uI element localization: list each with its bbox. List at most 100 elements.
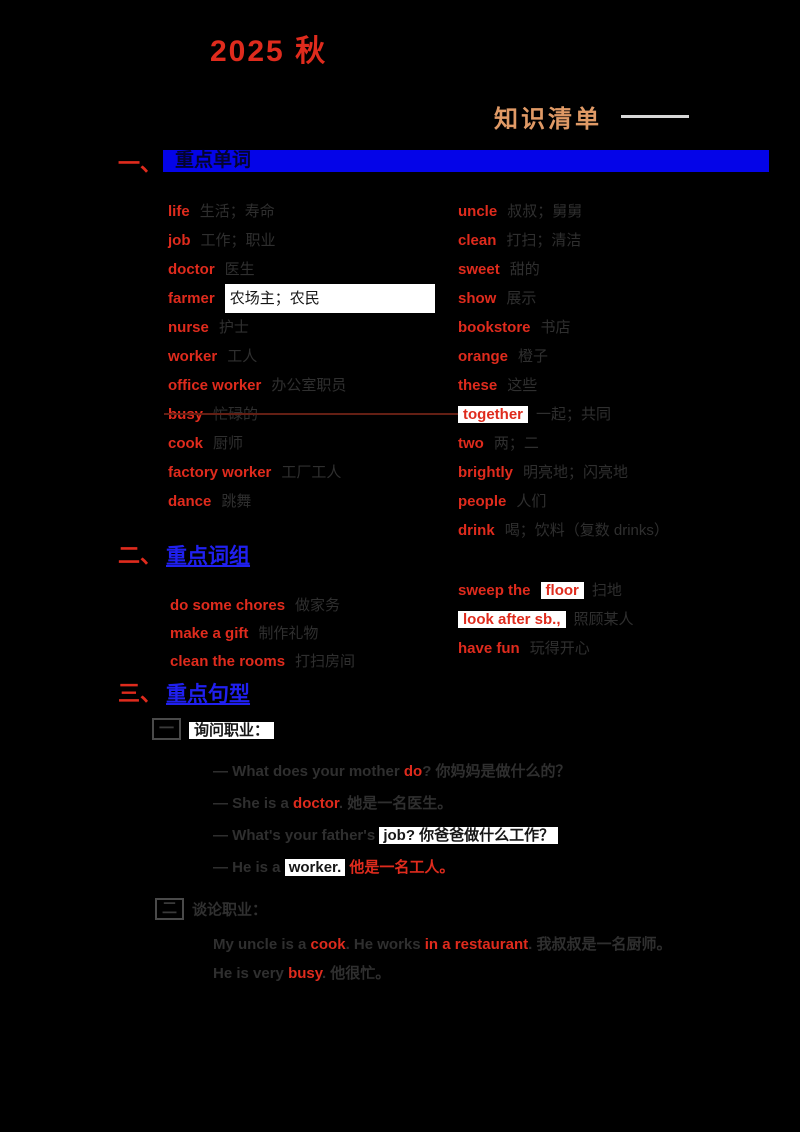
subsection1-header: 一询问职业：	[152, 718, 275, 740]
subsection2-number-box: 二	[155, 898, 185, 920]
vocab-word: two	[458, 435, 484, 452]
phrase-zh: 做家务	[295, 597, 341, 614]
vocab-word: dance	[168, 493, 212, 510]
vocab-column-left: life 生活；寿命 job 工作；职业 doctor 医生 farmer 农场主；农民…	[168, 197, 435, 516]
vocab-item: sweet 甜的	[458, 255, 669, 284]
subtitle-underline	[621, 115, 689, 118]
sentence-segment: . 我叔叔是一名厨师。	[528, 936, 672, 953]
phrase-en: sweep the	[458, 582, 531, 599]
doc-title: 2025 秋	[210, 26, 327, 70]
sentence-segment: . 她是一名医生。	[338, 795, 453, 812]
sentence: — He is a worker. 他是一名工人。	[213, 852, 571, 884]
phrase-column-left: do some chores 做家务 make a gift 制作礼物 clean …	[170, 592, 355, 676]
vocab-item: brightly 明亮地；闪亮地	[458, 458, 669, 487]
vocab-word: these	[458, 377, 498, 394]
sentence-segment-red: do	[403, 763, 423, 780]
sentence-segment-red: busy	[288, 965, 322, 982]
vocab-word: show	[458, 290, 497, 307]
sentence-segment-red: in a restaurant	[424, 936, 529, 953]
vocab-meaning: 喝；饮料（复数 drinks）	[504, 522, 669, 539]
phrase-zh: 制作礼物	[258, 625, 319, 642]
vocab-meaning: 厨师	[213, 435, 244, 452]
vocab-meaning: 医生	[224, 261, 255, 278]
phrase-item: do some chores 做家务	[170, 592, 355, 620]
section3-title: 重点句型	[166, 683, 251, 706]
section1-header-bar: 重点单词	[163, 150, 769, 172]
vocab-item: drink 喝；饮料（复数 drinks）	[458, 516, 669, 545]
vocab-item: life 生活；寿命	[168, 197, 435, 226]
section3-number: 三、	[118, 681, 163, 706]
sentence: — She is a doctor. 她是一名医生。	[213, 788, 571, 820]
sentence-segment-highlighted: job? 你爸爸做什么工作？	[379, 827, 559, 844]
vocab-word: bookstore	[458, 319, 531, 336]
vocab-word: doctor	[168, 261, 215, 278]
vocab-word: clean	[458, 232, 497, 249]
subsection1-number-box: 一	[152, 718, 182, 740]
vocab-word: people	[458, 493, 507, 510]
section3-header: 三、 重点句型	[118, 676, 250, 708]
vocab-meaning: 明亮地；闪亮地	[523, 464, 629, 481]
vocab-meaning: 工作；职业	[200, 232, 276, 249]
vocab-meaning: 一起；共同	[536, 406, 612, 423]
phrase-zh: 扫地	[591, 582, 622, 599]
phrase-en: have fun	[458, 640, 520, 657]
vocab-meaning: 工人	[227, 348, 258, 365]
sentence-segment-red: doctor	[293, 795, 339, 812]
section2-number: 二、	[118, 543, 163, 568]
sentence-segment: ? 你妈妈是做什么的？	[422, 763, 571, 780]
vocab-word: drink	[458, 522, 495, 539]
phrase-item: sweep the floor 扫地	[458, 576, 634, 605]
vocab-item: farmer 农场主；农民	[168, 284, 435, 313]
sentence-segment: — What's your father's	[213, 827, 380, 844]
section1-title: 重点单词	[175, 150, 252, 171]
sentence-segment: My uncle is a	[213, 936, 311, 953]
vocab-item: cook 厨师	[168, 429, 435, 458]
vocab-word: factory worker	[168, 464, 272, 481]
vocab-item: nurse 护士	[168, 313, 435, 342]
divider-line	[164, 413, 458, 415]
vocab-item: clean 打扫；清洁	[458, 226, 669, 255]
vocab-item: two 两；二	[458, 429, 669, 458]
doc-subtitle: 知识清单	[494, 106, 602, 133]
vocab-meaning: 展示	[506, 290, 537, 307]
section2-title: 重点词组	[166, 545, 251, 568]
vocab-word: job	[168, 232, 191, 249]
vocab-item: people 人们	[458, 487, 669, 516]
vocab-meaning: 两；二	[493, 435, 539, 452]
sentence-segment: . 他很忙。	[321, 965, 391, 982]
vocab-item: together 一起；共同	[458, 400, 669, 429]
vocab-word: cook	[168, 435, 204, 452]
vocab-item: factory worker 工厂工人	[168, 458, 435, 487]
vocab-meaning: 跳舞	[221, 493, 252, 510]
sentence-segment: — What does your mother	[213, 763, 404, 780]
sentence: He is very busy. 他很忙。	[213, 959, 671, 988]
vocab-word: sweet	[458, 261, 500, 278]
sentence: — What's your father's job? 你爸爸做什么工作？	[213, 820, 571, 852]
phrase-item: look after sb., 照顾某人	[458, 605, 634, 634]
vocab-meaning: 生活；寿命	[199, 203, 275, 220]
phrase-zh: 打扫房间	[295, 653, 356, 670]
vocab-word-highlighted: together	[458, 406, 528, 423]
subsection2-label: 谈论职业：	[192, 901, 268, 919]
doc-title-year: 2025 秋	[210, 35, 328, 68]
phrase-zh: 照顾某人	[573, 611, 634, 628]
vocab-item: uncle 叔叔；舅舅	[458, 197, 669, 226]
vocab-meaning: 叔叔；舅舅	[507, 203, 583, 220]
section1-number: 一、	[118, 151, 163, 176]
vocab-word: nurse	[168, 319, 209, 336]
vocab-item: these 这些	[458, 371, 669, 400]
vocab-meaning-highlighted: 农场主；农民	[224, 284, 435, 313]
vocab-item: show 展示	[458, 284, 669, 313]
vocab-item: worker 工人	[168, 342, 435, 371]
sentence-segment-highlighted: worker.	[284, 859, 346, 876]
sentence-segment: . He works	[345, 936, 425, 953]
vocab-meaning: 人们	[516, 493, 547, 510]
vocab-word: worker	[168, 348, 218, 365]
vocab-meaning: 甜的	[509, 261, 540, 278]
vocab-item: dance 跳舞	[168, 487, 435, 516]
vocab-word: office worker	[168, 377, 262, 394]
sentence-segment: He is very	[213, 965, 289, 982]
vocab-word: brightly	[458, 464, 513, 481]
phrase-column-right: sweep the floor 扫地 look after sb., 照顾某人 hav…	[458, 576, 634, 663]
